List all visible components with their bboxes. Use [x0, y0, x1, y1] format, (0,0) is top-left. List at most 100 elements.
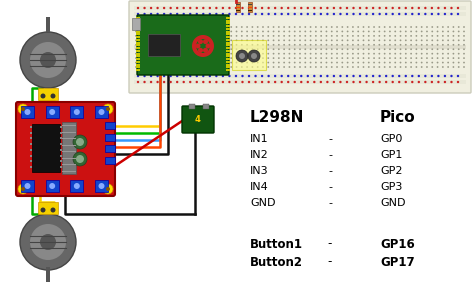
Circle shape [315, 57, 317, 59]
Circle shape [167, 44, 169, 46]
Circle shape [315, 62, 317, 63]
Circle shape [442, 40, 444, 41]
Circle shape [405, 40, 407, 41]
Circle shape [241, 53, 243, 55]
Circle shape [363, 44, 365, 46]
Circle shape [156, 13, 159, 15]
Circle shape [416, 35, 417, 37]
Circle shape [457, 13, 459, 15]
Circle shape [310, 53, 311, 55]
Circle shape [188, 35, 190, 37]
Circle shape [267, 40, 269, 41]
Circle shape [331, 44, 333, 46]
Circle shape [283, 66, 285, 68]
Circle shape [40, 94, 46, 98]
Circle shape [230, 40, 232, 41]
Circle shape [331, 40, 333, 41]
Bar [136, 66, 140, 68]
Circle shape [230, 57, 232, 59]
Circle shape [287, 81, 290, 83]
Circle shape [199, 66, 201, 68]
Circle shape [172, 40, 174, 41]
Circle shape [246, 31, 248, 32]
Circle shape [204, 31, 206, 32]
Circle shape [426, 57, 428, 59]
Circle shape [137, 13, 139, 15]
Circle shape [241, 66, 243, 68]
Bar [136, 20, 140, 22]
Circle shape [195, 43, 201, 49]
Circle shape [156, 40, 158, 41]
Circle shape [204, 26, 206, 28]
Circle shape [262, 44, 264, 46]
Circle shape [262, 26, 264, 28]
Circle shape [410, 62, 412, 63]
Circle shape [215, 81, 218, 83]
Circle shape [214, 62, 216, 63]
Circle shape [410, 26, 412, 28]
Circle shape [431, 40, 433, 41]
Circle shape [416, 40, 417, 41]
Circle shape [273, 35, 274, 37]
Text: GP16: GP16 [380, 237, 415, 250]
Circle shape [450, 13, 453, 15]
Circle shape [421, 62, 423, 63]
Circle shape [220, 35, 221, 37]
Circle shape [339, 13, 342, 15]
Circle shape [389, 35, 391, 37]
Circle shape [289, 62, 290, 63]
Circle shape [458, 31, 460, 32]
Circle shape [209, 48, 211, 50]
Circle shape [248, 75, 250, 77]
Circle shape [220, 26, 221, 28]
Circle shape [189, 7, 191, 9]
Circle shape [289, 26, 290, 28]
Circle shape [137, 81, 139, 83]
Circle shape [289, 57, 290, 59]
Circle shape [405, 53, 407, 55]
Circle shape [315, 44, 317, 46]
Circle shape [283, 44, 285, 46]
Circle shape [384, 62, 385, 63]
Circle shape [437, 31, 438, 32]
Circle shape [220, 44, 221, 46]
Circle shape [405, 48, 407, 50]
Circle shape [261, 7, 263, 9]
Circle shape [150, 81, 152, 83]
Circle shape [246, 62, 248, 63]
Circle shape [182, 48, 184, 50]
Bar [95, 106, 108, 118]
Circle shape [450, 81, 453, 83]
Circle shape [196, 81, 198, 83]
Circle shape [326, 81, 328, 83]
Circle shape [437, 13, 439, 15]
Circle shape [398, 7, 401, 9]
Circle shape [151, 26, 153, 28]
Circle shape [320, 48, 322, 50]
Circle shape [188, 31, 190, 32]
Circle shape [214, 66, 216, 68]
Circle shape [294, 40, 296, 41]
Circle shape [167, 40, 169, 41]
Text: GND: GND [380, 198, 405, 208]
Circle shape [236, 26, 237, 28]
Circle shape [304, 62, 306, 63]
Circle shape [363, 35, 365, 37]
Circle shape [300, 13, 302, 15]
Bar [226, 69, 230, 71]
Circle shape [287, 7, 290, 9]
Circle shape [431, 35, 433, 37]
Bar [62, 132, 76, 133]
Circle shape [177, 31, 179, 32]
Circle shape [49, 109, 55, 115]
Circle shape [172, 53, 174, 55]
Circle shape [315, 26, 317, 28]
Circle shape [146, 40, 147, 41]
Circle shape [307, 7, 309, 9]
Circle shape [416, 44, 417, 46]
Circle shape [431, 62, 433, 63]
Circle shape [162, 48, 164, 50]
Circle shape [373, 53, 375, 55]
Circle shape [209, 40, 211, 41]
Circle shape [384, 31, 385, 32]
